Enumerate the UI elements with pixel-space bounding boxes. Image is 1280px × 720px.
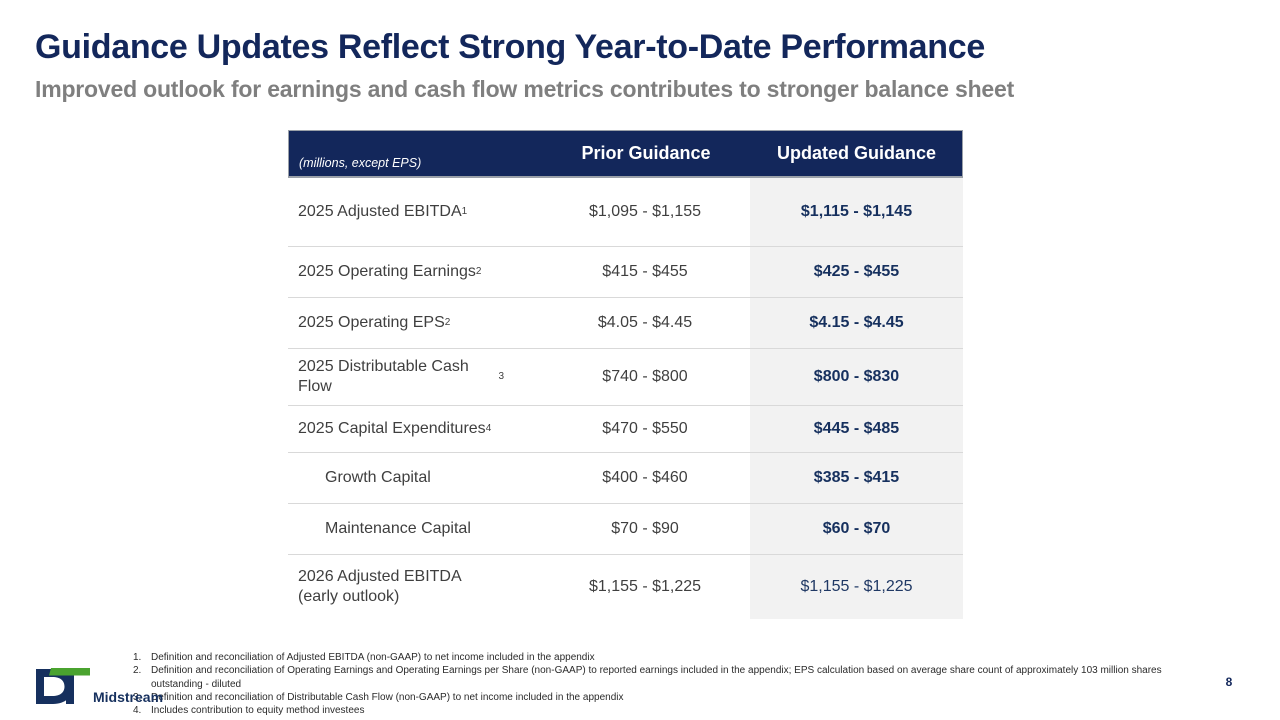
updated-guidance-value: $1,115 - $1,145 bbox=[750, 178, 963, 246]
row-label: Maintenance Capital bbox=[288, 504, 540, 554]
page-number: 8 bbox=[1225, 675, 1233, 689]
footnote-number: 4. bbox=[133, 705, 142, 717]
footnote-text: Definition and reconciliation of Operati… bbox=[151, 665, 1162, 690]
footnotes: 1. Definition and reconciliation of Adju… bbox=[133, 651, 1173, 717]
row-label: 2025 Operating Earnings 2 bbox=[298, 263, 482, 280]
updated-guidance-value: $800 - $830 bbox=[750, 349, 963, 405]
row-label: 2026 Adjusted EBITDA (early outlook) bbox=[288, 555, 540, 619]
footnote-text: Definition and reconciliation of Distrib… bbox=[151, 691, 624, 703]
row-label: 2025 Operating EPS 2 bbox=[298, 314, 451, 331]
row-label: 2025 Distributable Cash Flow 3 bbox=[298, 358, 504, 395]
footnote: 2. Definition and reconciliation of Oper… bbox=[133, 664, 1173, 691]
prior-guidance-value: $740 - $800 bbox=[602, 368, 688, 385]
footnote-number: 3. bbox=[133, 691, 142, 703]
prior-guidance-value: $470 - $550 bbox=[602, 420, 688, 437]
row-label: 2025 Adjusted EBITDA 1 bbox=[298, 203, 468, 220]
table-row: 2025 Operating Earnings 2 $415 - $455 $42… bbox=[288, 247, 963, 298]
footnote-text: Definition and reconciliation of Adjuste… bbox=[151, 652, 595, 663]
row-label-text: 2025 Operating EPS bbox=[298, 314, 445, 331]
updated-guidance-value: $425 - $455 bbox=[750, 247, 963, 297]
footnote: 1. Definition and reconciliation of Adju… bbox=[133, 651, 1173, 664]
updated-guidance-value: $1,155 - $1,225 bbox=[750, 555, 963, 619]
prior-guidance-value: $415 - $455 bbox=[602, 263, 688, 280]
footnote: 3. Definition and reconciliation of Dist… bbox=[133, 691, 1173, 704]
row-label: 2025 Capital Expenditures 4 bbox=[298, 420, 492, 437]
row-label-text: 2025 Capital Expenditures bbox=[298, 420, 486, 437]
table-header-row: (millions, except EPS) Prior Guidance Up… bbox=[288, 130, 963, 178]
page-title: Guidance Updates Reflect Strong Year-to-… bbox=[35, 28, 985, 66]
dt-midstream-logo: Midstream bbox=[36, 668, 186, 708]
prior-guidance-value: $4.05 - $4.45 bbox=[597, 314, 693, 331]
table-row: 2025 Adjusted EBITDA 1 $1,095 - $1,155 $1… bbox=[288, 178, 963, 247]
prior-guidance-value: $70 - $90 bbox=[611, 520, 679, 537]
row-label-text: 2025 Adjusted EBITDA bbox=[298, 203, 462, 220]
prior-guidance-value: $1,095 - $1,155 bbox=[588, 203, 702, 220]
row-label-text: 2026 Adjusted EBITDA (early outlook) bbox=[298, 568, 461, 605]
row-label-text: 2025 Operating Earnings bbox=[298, 263, 476, 280]
table-row: 2026 Adjusted EBITDA (early outlook) $1,… bbox=[288, 555, 963, 619]
table-row: Growth Capital $400 - $460 $385 - $415 bbox=[288, 453, 963, 504]
table-row: 2025 Operating EPS 2 $4.05 - $4.45 $4.15 … bbox=[288, 298, 963, 349]
row-label: Growth Capital bbox=[288, 453, 540, 503]
table-unit-note: (millions, except EPS) bbox=[299, 156, 422, 170]
footnote-number: 1. bbox=[133, 652, 142, 663]
row-label-text: 2025 Distributable Cash Flow bbox=[298, 358, 469, 395]
row-label-text: Maintenance Capital bbox=[325, 520, 471, 537]
table-row: 2025 Capital Expenditures 4 $470 - $550 $… bbox=[288, 406, 963, 453]
row-label-text: Growth Capital bbox=[325, 469, 431, 486]
prior-guidance-value: $1,155 - $1,225 bbox=[588, 578, 702, 595]
table-row: 2025 Distributable Cash Flow 3 $740 - $80… bbox=[288, 349, 963, 406]
logo-wordmark: Midstream bbox=[93, 689, 164, 705]
footnote-text: Includes contribution to equity method i… bbox=[151, 705, 365, 717]
dt-monogram-icon bbox=[36, 668, 90, 704]
column-header-updated-guidance: Updated Guidance bbox=[776, 143, 937, 163]
updated-guidance-value: $445 - $485 bbox=[750, 406, 963, 452]
table-row: Maintenance Capital $70 - $90 $60 - $70 bbox=[288, 504, 963, 555]
page-subtitle: Improved outlook for earnings and cash f… bbox=[35, 76, 1015, 102]
footnote-number: 2. bbox=[133, 665, 142, 677]
updated-guidance-value: $60 - $70 bbox=[750, 504, 963, 554]
prior-guidance-value: $400 - $460 bbox=[602, 469, 688, 486]
column-header-prior-guidance: Prior Guidance bbox=[581, 143, 711, 163]
guidance-table: (millions, except EPS) Prior Guidance Up… bbox=[288, 130, 963, 619]
updated-guidance-value: $385 - $415 bbox=[750, 453, 963, 503]
updated-guidance-value: $4.15 - $4.45 bbox=[750, 298, 963, 348]
footnote: 4. Includes contribution to equity metho… bbox=[133, 704, 1173, 717]
